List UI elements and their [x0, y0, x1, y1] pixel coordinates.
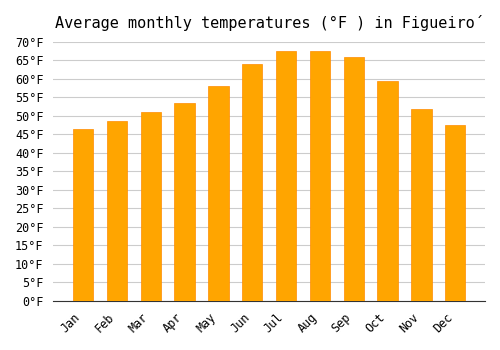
Bar	[276, 51, 296, 301]
Bar	[73, 129, 93, 301]
Bar	[445, 125, 466, 301]
Bar	[310, 51, 330, 301]
Bar	[174, 103, 195, 301]
Bar	[106, 121, 127, 301]
Title: Average monthly temperatures (°F ) in Figueiró: Average monthly temperatures (°F ) in Fi…	[54, 15, 484, 31]
Bar	[208, 86, 229, 301]
Bar	[411, 108, 432, 301]
Bar	[378, 81, 398, 301]
Bar	[344, 57, 364, 301]
Bar	[140, 112, 161, 301]
Bar	[242, 64, 262, 301]
